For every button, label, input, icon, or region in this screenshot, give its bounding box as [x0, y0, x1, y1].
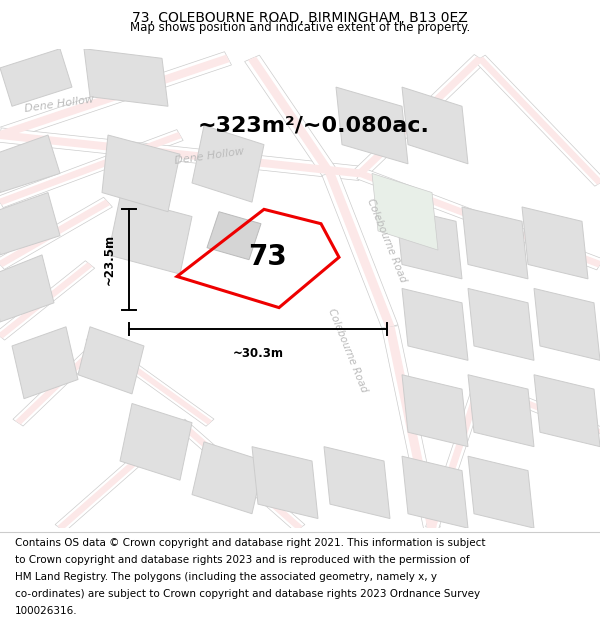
- Polygon shape: [354, 54, 486, 177]
- Text: to Crown copyright and database rights 2023 and is reproduced with the permissio: to Crown copyright and database rights 2…: [15, 555, 470, 565]
- Polygon shape: [175, 419, 305, 532]
- Polygon shape: [207, 212, 261, 259]
- Polygon shape: [322, 171, 398, 329]
- Polygon shape: [336, 87, 408, 164]
- Polygon shape: [324, 447, 390, 519]
- Polygon shape: [534, 375, 600, 447]
- Polygon shape: [402, 87, 468, 164]
- Polygon shape: [252, 447, 318, 519]
- Polygon shape: [0, 49, 72, 106]
- Polygon shape: [522, 207, 588, 279]
- Polygon shape: [178, 421, 302, 530]
- Polygon shape: [468, 375, 534, 447]
- Polygon shape: [0, 131, 361, 178]
- Polygon shape: [13, 333, 113, 426]
- Text: HM Land Registry. The polygons (including the associated geometry, namely x, y: HM Land Registry. The polygons (includin…: [15, 572, 437, 582]
- Text: Map shows position and indicative extent of the property.: Map shows position and indicative extent…: [130, 21, 470, 34]
- Polygon shape: [534, 289, 600, 361]
- Polygon shape: [88, 334, 212, 424]
- Polygon shape: [0, 129, 183, 208]
- Text: Dene Hollow: Dene Hollow: [24, 94, 95, 114]
- Polygon shape: [425, 383, 487, 529]
- Text: Dene Hollow: Dene Hollow: [174, 147, 245, 166]
- Polygon shape: [0, 255, 54, 322]
- Text: Colebourne Road: Colebourne Road: [326, 308, 370, 394]
- Polygon shape: [0, 52, 232, 142]
- Polygon shape: [357, 56, 483, 176]
- Polygon shape: [475, 55, 600, 186]
- Polygon shape: [0, 262, 92, 338]
- Polygon shape: [326, 173, 394, 328]
- Text: 100026316.: 100026316.: [15, 606, 77, 616]
- Polygon shape: [0, 192, 60, 255]
- Polygon shape: [12, 327, 78, 399]
- Polygon shape: [468, 456, 534, 528]
- Text: 73, COLEBOURNE ROAD, BIRMINGHAM, B13 0EZ: 73, COLEBOURNE ROAD, BIRMINGHAM, B13 0EZ: [132, 11, 468, 25]
- Polygon shape: [402, 375, 468, 447]
- Polygon shape: [468, 289, 534, 361]
- Text: 73: 73: [248, 243, 286, 271]
- Polygon shape: [120, 404, 192, 480]
- Polygon shape: [357, 168, 600, 270]
- Text: co-ordinates) are subject to Crown copyright and database rights 2023 Ordnance S: co-ordinates) are subject to Crown copyr…: [15, 589, 480, 599]
- Polygon shape: [0, 132, 182, 205]
- Polygon shape: [58, 421, 182, 530]
- Polygon shape: [84, 49, 168, 106]
- Polygon shape: [108, 198, 192, 274]
- Polygon shape: [78, 327, 144, 394]
- Text: Colebourne Road: Colebourne Road: [365, 197, 409, 284]
- Polygon shape: [402, 456, 468, 528]
- Polygon shape: [0, 128, 361, 181]
- Polygon shape: [372, 173, 438, 250]
- Polygon shape: [0, 55, 230, 139]
- Polygon shape: [428, 384, 484, 529]
- Polygon shape: [396, 207, 462, 279]
- Polygon shape: [0, 135, 60, 192]
- Polygon shape: [102, 135, 180, 212]
- Polygon shape: [0, 261, 95, 340]
- Polygon shape: [358, 171, 600, 268]
- Polygon shape: [402, 289, 468, 361]
- Polygon shape: [248, 57, 334, 175]
- Polygon shape: [477, 57, 600, 185]
- Polygon shape: [192, 442, 264, 514]
- Text: ~23.5m: ~23.5m: [103, 234, 116, 285]
- Polygon shape: [462, 207, 528, 279]
- Polygon shape: [86, 332, 214, 426]
- Text: ~30.3m: ~30.3m: [233, 348, 284, 361]
- Polygon shape: [385, 326, 437, 529]
- Polygon shape: [192, 126, 264, 202]
- Polygon shape: [478, 382, 600, 435]
- Polygon shape: [15, 334, 111, 424]
- Text: ~323m²/~0.080ac.: ~323m²/~0.080ac.: [198, 116, 430, 136]
- Polygon shape: [0, 199, 110, 267]
- Polygon shape: [55, 419, 185, 532]
- Polygon shape: [477, 379, 600, 437]
- Polygon shape: [245, 55, 337, 177]
- Text: Contains OS data © Crown copyright and database right 2021. This information is : Contains OS data © Crown copyright and d…: [15, 538, 485, 548]
- Polygon shape: [382, 326, 440, 529]
- Polygon shape: [0, 198, 112, 269]
